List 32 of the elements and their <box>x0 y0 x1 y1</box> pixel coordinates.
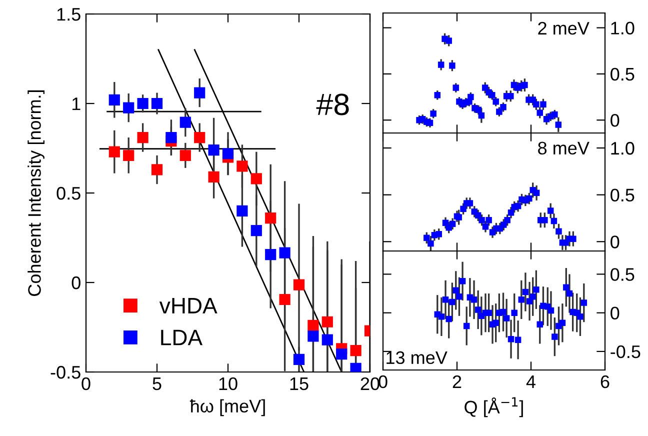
y-axis-title: Coherent Intensity [norm.] <box>28 90 44 296</box>
x-tick-label: 15 <box>290 378 308 390</box>
x-tick-label: 0 <box>378 375 388 388</box>
y-tick-label: 0.5 <box>610 68 634 81</box>
y-tick-label: -0.5 <box>50 366 80 379</box>
y-tick-label: 0 <box>610 236 620 248</box>
legend-label: LDA <box>161 330 203 346</box>
x-tick-label: 20 <box>360 377 380 390</box>
x-tick-label: 5 <box>152 378 162 390</box>
y-tick-label: 0.5 <box>610 188 634 202</box>
y-tick-label: 1 <box>72 98 80 110</box>
x-tick-label: 4 <box>526 376 536 388</box>
y-tick-label: 1.5 <box>57 8 80 21</box>
y-tick-label: -0.5 <box>610 345 640 358</box>
x-tick-label: 2 <box>452 375 462 388</box>
y-tick-label: 1.0 <box>611 22 634 34</box>
x-tick-label: 10 <box>219 377 238 390</box>
legend-label: vHDA <box>159 298 218 314</box>
y-tick-label: 0 <box>610 114 620 127</box>
y-tick-label: 0.5 <box>610 268 634 281</box>
y-tick-label: 0.5 <box>56 186 80 200</box>
x-axis-title: ħω [meV] <box>190 399 265 416</box>
annotation: 8 meV <box>538 142 590 155</box>
annotation: 2 meV <box>538 22 590 35</box>
annotation: 13 meV <box>386 351 448 364</box>
y-tick-label: 0 <box>72 276 80 290</box>
x-tick-label: 0 <box>82 377 90 390</box>
annotation: #8 <box>316 94 349 116</box>
y-tick-label: 1.0 <box>611 142 634 155</box>
x-tick-label: 6 <box>600 375 610 388</box>
x-axis-title: Q [Å$^{−1}$] <box>464 397 523 418</box>
y-tick-label: 0 <box>610 306 620 320</box>
